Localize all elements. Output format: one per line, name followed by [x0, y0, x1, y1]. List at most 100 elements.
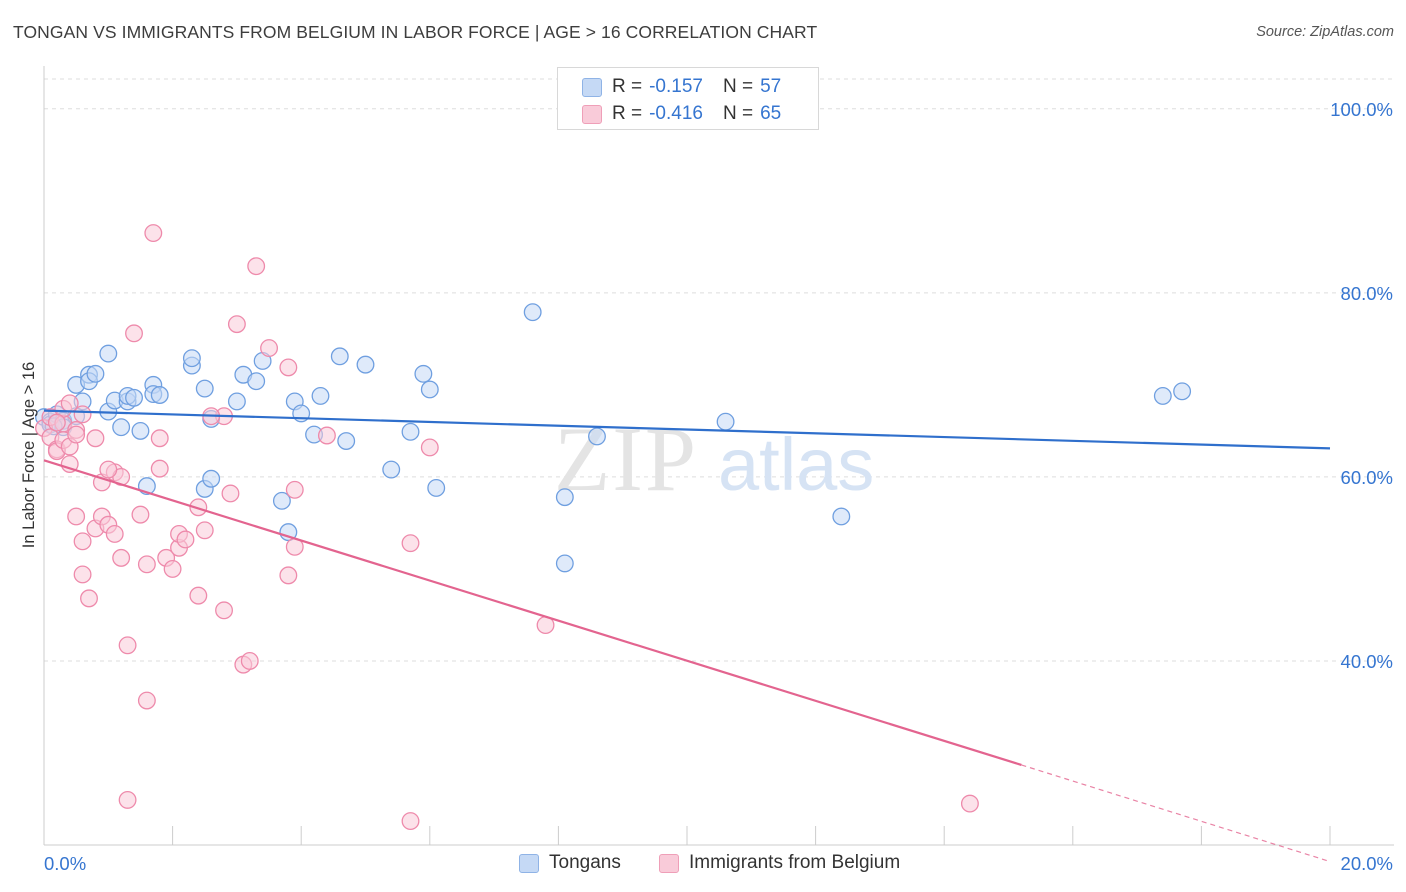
belgium-point: [144, 224, 163, 242]
tongans-trend-line: [43, 409, 1331, 450]
tongans-point: [131, 421, 150, 440]
belgium-point: [86, 429, 105, 448]
belgium-point: [73, 405, 92, 424]
belgium-point: [67, 425, 86, 444]
y-tick-label: 40.0%: [1341, 651, 1393, 672]
belgium-point: [285, 480, 304, 499]
belgium-point: [125, 324, 143, 343]
legend-label-tongans: Tongans: [549, 852, 621, 873]
belgium-point: [73, 532, 92, 551]
trend-layer: [43, 409, 1331, 863]
tongans-point: [555, 488, 574, 507]
tongans-point: [311, 386, 330, 405]
belgium-point: [118, 790, 137, 809]
y-tick-label: 80.0%: [1341, 283, 1393, 304]
correlation-legend: R = -0.157 N = 57 R = -0.416 N = 65: [557, 67, 819, 130]
legend-row-tongans: R = -0.157 N = 57: [582, 75, 781, 99]
belgium-point: [137, 555, 156, 574]
tongans-point: [1173, 382, 1192, 401]
belgium-point: [163, 559, 182, 578]
tongans-point: [247, 372, 266, 391]
tongans-point: [832, 507, 851, 526]
belgium-point: [215, 601, 233, 620]
tongans-point: [330, 347, 349, 366]
axes-layer: [43, 66, 1394, 846]
belgium-point: [47, 413, 66, 432]
tongans-point: [420, 380, 439, 399]
belgium-point: [131, 505, 150, 524]
legend-item-belgium[interactable]: Immigrants from Belgium: [659, 852, 900, 874]
belgium-point: [260, 339, 279, 358]
legend-row-belgium: R = -0.416 N = 65: [582, 102, 781, 126]
tongans-point: [382, 460, 401, 479]
belgium-point: [189, 586, 208, 605]
tongans-swatch: [519, 853, 539, 873]
tongans-point: [414, 364, 433, 383]
n-label: N =: [722, 103, 754, 124]
belgium-point: [99, 460, 118, 479]
belgium-point: [247, 257, 266, 276]
y-tick-label: 60.0%: [1341, 467, 1393, 488]
belgium-point: [195, 521, 214, 540]
y-tick-label: 100.0%: [1330, 99, 1393, 120]
tongans-point: [202, 469, 221, 488]
r-label: R =: [612, 76, 643, 97]
belgium-point: [401, 812, 420, 831]
tongans-n-value: 57: [760, 76, 782, 97]
belgium-point: [317, 426, 336, 445]
points-layer: [35, 224, 1192, 831]
tongans-point: [227, 392, 246, 411]
tongans-point: [125, 388, 143, 407]
tongans-point: [401, 422, 420, 441]
tongans-point: [195, 379, 214, 398]
belgium-point: [150, 429, 169, 448]
tongans-swatch: [582, 77, 602, 97]
tongans-point: [523, 303, 542, 322]
tongans-point: [182, 349, 201, 368]
tongans-point: [555, 554, 574, 573]
belgium-point: [67, 507, 86, 526]
belgium-point: [112, 548, 131, 567]
watermark-zip: ZIP: [554, 408, 698, 510]
tongans-point: [99, 344, 118, 363]
belgium-point: [279, 358, 298, 377]
belgium-point: [420, 438, 439, 457]
belgium-swatch: [659, 853, 679, 873]
legend-item-tongans[interactable]: Tongans: [519, 852, 621, 874]
belgium-point: [279, 566, 298, 585]
belgium-point: [240, 652, 259, 670]
tongans-point: [588, 427, 606, 446]
belgium-n-value: 65: [760, 103, 782, 124]
tongans-point: [337, 432, 356, 450]
belgium-point: [73, 565, 92, 584]
tongans-point: [427, 478, 446, 497]
x-tick-label: 20.0%: [1341, 853, 1393, 874]
tongans-point: [1153, 386, 1172, 405]
belgium-point: [80, 589, 98, 608]
r-label: R =: [612, 103, 643, 124]
tongans-point: [86, 364, 105, 383]
belgium-point: [118, 636, 137, 655]
x-tick-label: 0.0%: [44, 853, 86, 874]
belgium-r-value: -0.416: [649, 103, 703, 124]
tick-label-layer: 100.0% 80.0% 60.0% 40.0% 0.0% 20.0%: [44, 99, 1393, 874]
n-label: N =: [722, 76, 754, 97]
belgium-trend-extension: [1021, 764, 1331, 863]
belgium-point: [401, 534, 420, 553]
belgium-point: [150, 459, 169, 478]
tongans-point: [356, 355, 375, 374]
tongans-point: [272, 491, 291, 510]
y-axis-label: In Labor Force | Age > 16: [20, 362, 38, 548]
belgium-point: [176, 530, 195, 549]
tongans-r-value: -0.157: [649, 76, 703, 97]
watermark: ZIP atlas: [554, 408, 874, 510]
belgium-trend-line: [43, 459, 1022, 766]
belgium-point: [189, 498, 208, 517]
belgium-point: [221, 484, 240, 503]
belgium-point: [227, 315, 246, 334]
belgium-swatch: [582, 104, 602, 124]
belgium-point: [105, 525, 124, 543]
tongans-point: [716, 412, 735, 431]
chart-title: TONGAN VS IMMIGRANTS FROM BELGIUM IN LAB…: [13, 22, 818, 42]
